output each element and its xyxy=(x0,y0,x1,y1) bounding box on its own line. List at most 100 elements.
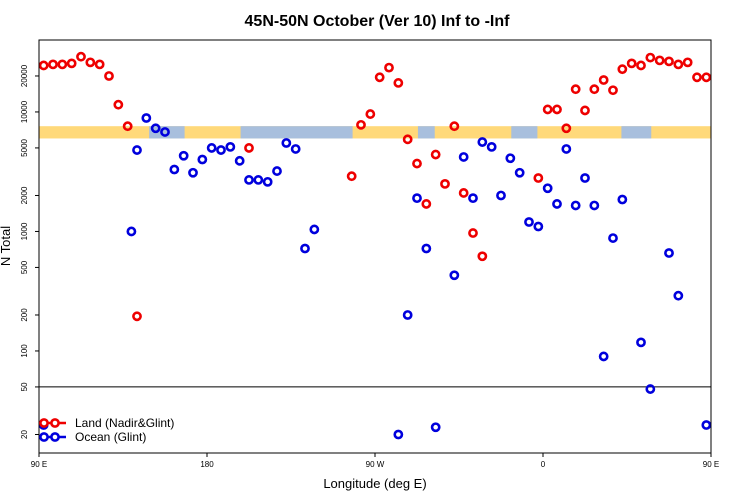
legend-land-marker xyxy=(39,418,49,428)
land-point xyxy=(731,61,738,68)
ocean-point xyxy=(673,290,684,301)
ocean-point xyxy=(608,233,618,243)
land-point xyxy=(673,59,684,70)
land-point xyxy=(440,178,450,189)
ocean-point xyxy=(178,150,189,161)
legend-land-marker xyxy=(50,418,60,428)
band-segment xyxy=(511,126,538,139)
x-axis: 90 E 180 90 W 0 90 E xyxy=(31,453,719,469)
x-tick-label: 90 E xyxy=(703,460,719,469)
land-point xyxy=(57,59,68,70)
ocean-point xyxy=(412,193,422,204)
land-point xyxy=(122,121,133,132)
legend-land-label: Land (Nadir&Glint) xyxy=(75,416,174,430)
land-point xyxy=(626,58,637,69)
land-point xyxy=(244,143,254,153)
ocean-point xyxy=(393,429,404,440)
land-point xyxy=(412,158,422,169)
y-axis-label: N Total xyxy=(0,226,13,266)
ocean-point xyxy=(234,155,245,166)
land-point xyxy=(561,123,572,134)
land-point xyxy=(468,228,478,238)
land-point xyxy=(421,199,432,209)
band-segment xyxy=(621,126,652,139)
x-tick-label: 90 W xyxy=(366,460,385,469)
land-point xyxy=(402,134,413,145)
legend-ocean-marker xyxy=(50,432,60,442)
ocean-point xyxy=(430,422,441,433)
band-segment xyxy=(240,126,353,139)
land-point xyxy=(66,58,77,69)
land-point xyxy=(94,59,105,70)
chart-title: 45N-50N October (Ver 10) Inf to -Inf xyxy=(245,13,511,30)
land-point xyxy=(374,72,385,83)
y-tick-label: 500 xyxy=(20,260,29,274)
ocean-point xyxy=(188,167,198,178)
land-point xyxy=(393,78,404,88)
land-point xyxy=(608,85,618,96)
ocean-point xyxy=(206,143,217,153)
ocean-point xyxy=(141,113,152,123)
y-axis: 20 50 100 200 500 1000 2000 5000 10000 20000 xyxy=(20,64,39,439)
land-point xyxy=(104,71,114,81)
legend-ocean-marker xyxy=(39,432,49,442)
ocean-point xyxy=(244,175,254,185)
land-point xyxy=(654,55,665,66)
ocean-point xyxy=(458,152,469,162)
land-point xyxy=(682,57,693,68)
land-point xyxy=(740,61,747,68)
ocean-point xyxy=(290,144,301,154)
ocean-point xyxy=(468,193,478,204)
ocean-point xyxy=(617,194,628,205)
land-point xyxy=(664,56,674,67)
ocean-point xyxy=(281,138,292,148)
ocean-point xyxy=(598,351,609,362)
land-point xyxy=(458,188,469,198)
land-point xyxy=(542,104,553,115)
ocean-point xyxy=(262,176,273,187)
land-point xyxy=(346,171,357,182)
x-tick-label: 180 xyxy=(200,460,214,469)
ocean-point xyxy=(197,154,208,165)
ocean-point xyxy=(160,127,170,137)
ocean-point xyxy=(533,221,544,232)
ocean-point xyxy=(216,145,226,155)
land-point xyxy=(552,104,562,115)
y-tick-label: 10000 xyxy=(20,100,29,123)
ocean-point xyxy=(225,141,236,152)
ocean-point xyxy=(524,217,534,227)
land-point xyxy=(533,173,544,183)
land-point xyxy=(645,52,656,63)
y-tick-label: 100 xyxy=(20,344,29,358)
ocean-point xyxy=(169,164,180,175)
x-tick-label: 0 xyxy=(541,460,546,469)
ocean-point xyxy=(253,175,264,185)
y-tick-label: 1000 xyxy=(20,222,29,240)
ocean-point xyxy=(272,166,282,176)
ocean-point xyxy=(132,145,142,155)
ocean-point xyxy=(505,153,516,164)
land-point xyxy=(430,149,441,160)
land-point xyxy=(589,84,600,95)
ocean-point xyxy=(150,123,161,134)
ocean-point xyxy=(552,199,562,209)
ocean-point xyxy=(589,200,600,211)
land-point xyxy=(710,63,711,67)
ocean-point xyxy=(542,183,553,194)
land-point xyxy=(39,60,49,71)
land-point xyxy=(132,311,142,322)
ocean-point xyxy=(477,137,488,147)
ocean-point xyxy=(402,310,413,320)
x-axis-label: Longitude (deg E) xyxy=(323,476,426,491)
land-point xyxy=(636,60,646,71)
ocean-point xyxy=(126,226,137,237)
plot-frame xyxy=(38,39,712,454)
y-tick-label: 20 xyxy=(20,429,29,438)
land-point xyxy=(384,62,394,73)
density-band xyxy=(39,126,711,139)
land-point xyxy=(48,59,58,70)
land-point xyxy=(85,57,96,68)
land-point xyxy=(721,61,728,68)
land-point xyxy=(477,251,488,262)
